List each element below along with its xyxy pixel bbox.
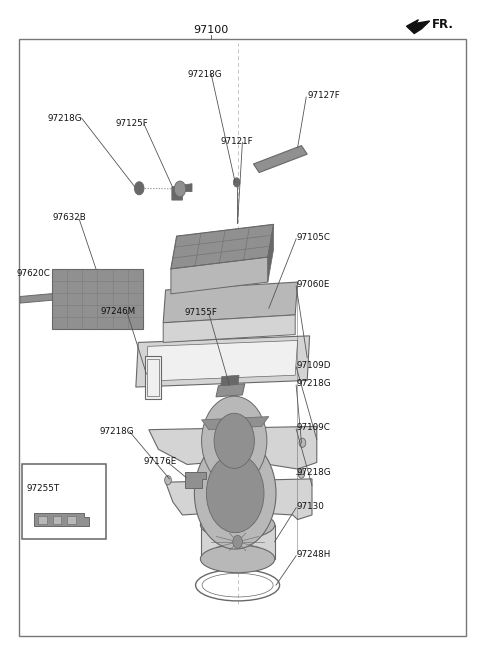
Polygon shape — [145, 340, 298, 381]
Text: 97121F: 97121F — [221, 136, 253, 146]
Text: 97248H: 97248H — [297, 550, 331, 559]
Text: 97125F: 97125F — [115, 119, 148, 128]
Circle shape — [134, 182, 144, 195]
Polygon shape — [163, 282, 298, 323]
Circle shape — [233, 178, 240, 187]
Polygon shape — [136, 336, 310, 387]
Circle shape — [174, 181, 186, 197]
Polygon shape — [407, 20, 430, 33]
Text: 97620C: 97620C — [16, 269, 50, 278]
Text: 97105C: 97105C — [297, 233, 331, 242]
Polygon shape — [202, 417, 269, 430]
Polygon shape — [221, 375, 239, 386]
Polygon shape — [216, 384, 245, 397]
Text: 97060E: 97060E — [297, 280, 330, 289]
Circle shape — [194, 438, 276, 549]
Text: FR.: FR. — [432, 18, 454, 31]
Text: 97632B: 97632B — [53, 213, 86, 222]
Polygon shape — [166, 479, 312, 520]
Polygon shape — [268, 224, 274, 282]
Circle shape — [202, 396, 267, 485]
Ellipse shape — [200, 545, 275, 573]
Text: 97176E: 97176E — [143, 457, 176, 466]
Text: 97218G: 97218G — [187, 70, 222, 79]
Text: 97109D: 97109D — [297, 361, 331, 370]
Bar — [22, 464, 106, 539]
Circle shape — [206, 454, 264, 533]
Polygon shape — [20, 292, 71, 303]
Text: 97100: 97100 — [193, 24, 229, 35]
Polygon shape — [149, 426, 317, 469]
Circle shape — [214, 413, 254, 468]
Polygon shape — [185, 472, 206, 488]
Bar — [145, 356, 161, 399]
Text: 97246M: 97246M — [101, 307, 136, 316]
Polygon shape — [163, 315, 295, 342]
Bar — [147, 359, 159, 396]
Text: 97218G: 97218G — [297, 468, 331, 477]
Text: 97255T: 97255T — [26, 484, 60, 493]
Circle shape — [233, 535, 242, 548]
Polygon shape — [34, 513, 89, 526]
Circle shape — [165, 476, 171, 485]
Text: 97127F: 97127F — [307, 91, 340, 100]
Text: 97130: 97130 — [297, 502, 324, 511]
Polygon shape — [201, 525, 275, 559]
Bar — [38, 516, 47, 524]
Text: 97218G: 97218G — [48, 113, 83, 123]
Polygon shape — [253, 146, 307, 173]
Polygon shape — [172, 184, 192, 200]
Polygon shape — [171, 224, 274, 269]
Circle shape — [299, 438, 306, 447]
Text: 97218G: 97218G — [100, 427, 134, 436]
Polygon shape — [52, 269, 143, 329]
Text: 97218G: 97218G — [297, 379, 331, 388]
Polygon shape — [171, 257, 268, 294]
Text: 97155F: 97155F — [185, 308, 217, 317]
Bar — [53, 516, 61, 524]
Circle shape — [298, 469, 305, 478]
Ellipse shape — [200, 511, 275, 539]
Bar — [67, 516, 76, 524]
Text: 97109C: 97109C — [297, 423, 331, 432]
